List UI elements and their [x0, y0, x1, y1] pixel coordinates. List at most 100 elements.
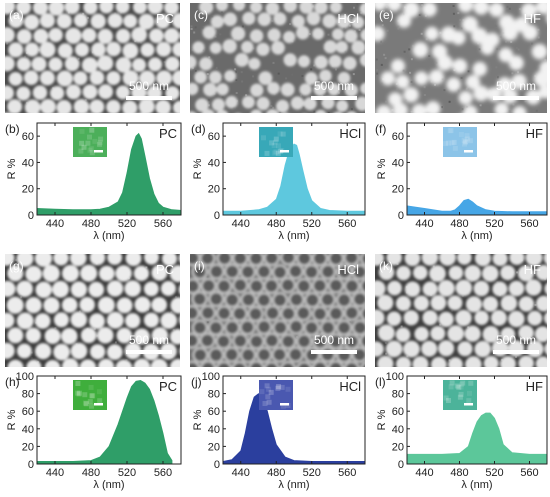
sem-condition-label: HF	[524, 262, 541, 277]
spectrum-area	[36, 132, 182, 216]
x-tick-label: 480	[450, 218, 468, 230]
plot-frame	[36, 122, 182, 216]
chart-panel-letter: (j)	[191, 375, 202, 389]
x-axis-label: λ (nm)	[278, 230, 309, 242]
y-tick-label: 20	[22, 184, 34, 196]
y-tick-label: 40	[208, 157, 220, 169]
sem-panel-letter: (i)	[194, 259, 205, 273]
chart-condition-label: HCl	[339, 126, 361, 141]
inset-photo	[259, 380, 293, 410]
y-tick-label: 40	[392, 157, 404, 169]
y-tick-label: 20	[208, 441, 220, 453]
y-tick-label: 20	[22, 441, 34, 453]
y-axis-label: R %	[6, 158, 18, 179]
y-tick-label: 80	[208, 389, 220, 401]
chart-condition-label: PC	[159, 126, 177, 141]
y-axis-label: R %	[6, 409, 18, 430]
x-tick-label: 480	[82, 467, 100, 479]
y-tick-label: 20	[392, 441, 404, 453]
chart-panel-letter: (b)	[5, 122, 20, 136]
plot-frame	[222, 122, 366, 216]
plot-frame	[406, 375, 548, 465]
spectrum-chart-5: 440 480 520 560 0 20 40 60 80 100 λ (nm) R % (l) HF	[375, 371, 548, 491]
chart-panel-letter: (d)	[191, 122, 206, 136]
sem-image-3: (g) PC 500 nm	[5, 254, 180, 367]
x-axis-label: λ (nm)	[93, 479, 124, 491]
x-tick-label: 480	[82, 218, 100, 230]
x-tick-label: 520	[303, 467, 321, 479]
spectrum-chart-3: 440 480 520 560 0 20 40 60 80 100 λ (nm) R % (h) PC	[5, 371, 182, 491]
sem-panel-letter: (k)	[379, 259, 393, 273]
scale-bar	[493, 96, 539, 100]
inset-scale-bar	[94, 150, 103, 153]
spectrum-chart-4: 440 480 520 560 0 20 40 60 80 100 λ (nm) R % (j) HCl	[191, 371, 366, 491]
chart-condition-label: PC	[159, 379, 177, 394]
x-tick-label: 560	[154, 218, 172, 230]
scale-bar-label: 500 nm	[496, 333, 536, 347]
inset-photo	[259, 127, 293, 157]
scale-bar-label: 500 nm	[129, 333, 169, 347]
x-tick-label: 480	[267, 218, 285, 230]
sem-particles	[5, 254, 180, 367]
spectrum-chart-0: 440 480 520 560 0 20 40 60 λ (nm) R % (b) PC	[5, 122, 182, 242]
x-tick-label: 440	[232, 467, 250, 479]
x-tick-label: 440	[232, 218, 250, 230]
plot-frame	[36, 375, 182, 465]
sem-condition-label: HCl	[337, 11, 359, 26]
y-tick-label: 0	[28, 459, 34, 471]
sem-condition-label: PC	[156, 262, 174, 277]
x-axis-label: λ (nm)	[461, 479, 492, 491]
sem-panel-letter: (c)	[194, 8, 208, 22]
y-tick-label: 40	[208, 424, 220, 436]
sem-condition-label: HF	[524, 11, 541, 26]
sem-image-1: (c) HCl 500 nm	[190, 3, 365, 113]
inset-photo	[443, 127, 477, 157]
x-tick-label: 440	[415, 218, 433, 230]
y-tick-label: 100	[386, 371, 404, 383]
y-tick-label: 60	[208, 406, 220, 418]
sem-image-2: (e) HF 500 nm	[375, 3, 547, 113]
sem-panel-letter: (g)	[9, 259, 24, 273]
y-tick-label: 60	[22, 131, 34, 143]
inset-scale-bar	[464, 150, 473, 153]
sem-panel-letter: (e)	[379, 8, 394, 22]
scale-bar-label: 500 nm	[129, 79, 169, 93]
y-tick-label: 0	[28, 210, 34, 222]
x-axis-label: λ (nm)	[278, 479, 309, 491]
y-tick-label: 100	[16, 371, 34, 383]
scale-bar	[311, 96, 357, 100]
x-tick-label: 520	[485, 218, 503, 230]
chart-condition-label: HF	[526, 379, 543, 394]
spectrum-area	[36, 379, 173, 465]
y-axis-label: R %	[192, 158, 204, 179]
y-tick-label: 40	[22, 424, 34, 436]
plot-frame	[222, 375, 366, 465]
sem-particles	[190, 3, 365, 113]
spectrum-chart-1: 440 480 520 560 0 20 40 60 λ (nm) R % (d) HCl	[191, 122, 366, 242]
x-tick-label: 560	[338, 467, 356, 479]
x-tick-label: 480	[450, 467, 468, 479]
scale-bar-label: 500 nm	[496, 79, 536, 93]
sem-image-4: (i) HCl 500 nm	[190, 254, 365, 367]
sem-particles	[190, 254, 365, 367]
spectrum-area	[406, 412, 548, 465]
inset-photo	[443, 380, 477, 410]
y-axis-label: R %	[376, 158, 388, 179]
sem-image-5: (k) HF 500 nm	[375, 254, 547, 367]
scale-bar	[126, 350, 172, 354]
spectrum-area	[222, 393, 366, 465]
x-tick-label: 520	[118, 467, 136, 479]
y-tick-label: 60	[22, 406, 34, 418]
scale-bar-label: 500 nm	[314, 333, 354, 347]
chart-panel-letter: (h)	[5, 375, 20, 389]
scale-bar-label: 500 nm	[314, 79, 354, 93]
y-tick-label: 100	[202, 371, 220, 383]
y-tick-label: 0	[398, 459, 404, 471]
sem-image-0: (a) PC 500 nm	[5, 3, 180, 113]
spectrum-chart-2: 440 480 520 560 0 20 40 60 λ (nm) R % (f) HF	[375, 122, 548, 242]
y-tick-label: 60	[392, 406, 404, 418]
y-tick-label: 0	[398, 210, 404, 222]
chart-condition-label: HCl	[339, 379, 361, 394]
chart-panel-letter: (f)	[375, 122, 386, 136]
